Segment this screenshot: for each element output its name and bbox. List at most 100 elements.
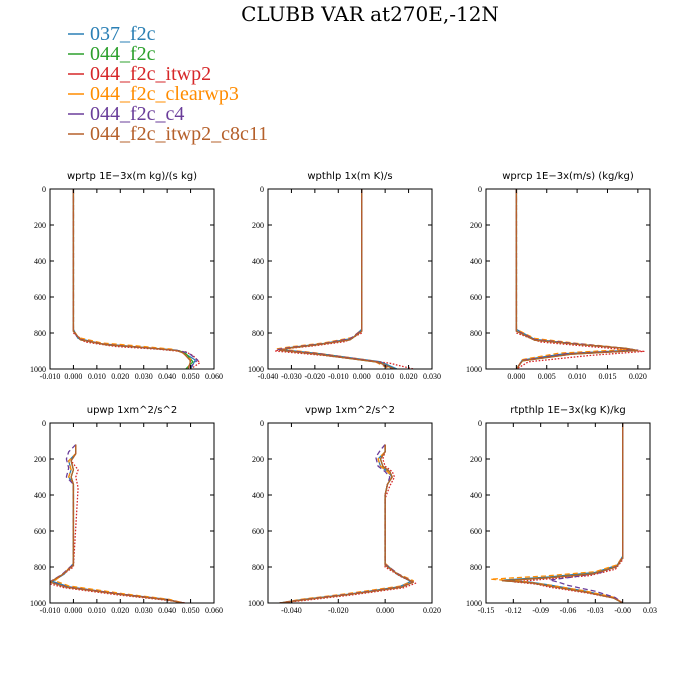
panel-title-2: wprcp 1E−3x(m/s) (kg/kg) [502, 171, 634, 182]
xtick-label: 0.020 [111, 372, 129, 381]
panel-frame-2 [485, 188, 651, 370]
ytick-label: 600 [470, 293, 482, 302]
ytick-label: 400 [470, 491, 482, 500]
xtick-label: 0.020 [423, 606, 441, 615]
xtick-label: 0.050 [182, 606, 200, 615]
panel-title-4: vpwp 1xm^2/s^2 [305, 405, 395, 416]
ytick-label: 600 [470, 527, 482, 536]
panel-lines-3 [50, 444, 186, 603]
panel-title-3: upwp 1xm^2/s^2 [87, 405, 177, 416]
panel-frame-1 [267, 188, 433, 370]
ytick-label: 1000 [30, 599, 46, 608]
series-line-2 [515, 189, 645, 369]
xtick-label: 0.060 [205, 372, 223, 381]
xtick-label: -0.00 [614, 606, 631, 615]
series-line-3 [515, 189, 627, 369]
series-line-1 [515, 189, 639, 369]
xtick-label: 0.030 [423, 372, 441, 381]
series-line-1 [50, 444, 184, 603]
ytick-label: 200 [252, 221, 264, 230]
xtick-label: 0.010 [568, 372, 586, 381]
series-line-5 [279, 444, 414, 603]
ytick-label: 400 [34, 491, 46, 500]
xtick-label: 0.000 [376, 606, 394, 615]
ytick-label: 0 [260, 185, 264, 194]
legend: 037_f2c044_f2c044_f2c_itwp2044_f2c_clear… [68, 23, 268, 145]
ytick-label: 1000 [248, 599, 264, 608]
ytick-label: 800 [470, 329, 482, 338]
ytick-label: 1000 [248, 365, 264, 374]
xtick-label: 0.010 [88, 606, 106, 615]
ytick-label: 1000 [466, 599, 482, 608]
legend-label-1: 044_f2c [90, 43, 156, 65]
xtick-label: 0.040 [158, 606, 176, 615]
ytick-label: 1000 [30, 365, 46, 374]
panel-frame-0 [49, 188, 215, 370]
legend-label-5: 044_f2c_itwp2_c8c11 [90, 123, 268, 145]
series-line-1 [279, 444, 414, 603]
panel-title-0: wprtp 1E−3x(m kg)/(s kg) [67, 171, 197, 182]
panel-frame-3 [49, 422, 215, 604]
ytick-label: 400 [470, 257, 482, 266]
ytick-label: 600 [252, 293, 264, 302]
xtick-label: 0.000 [353, 372, 371, 381]
figure-title: CLUBB VAR at270E,-12N [241, 2, 499, 26]
panel-lines-4 [279, 444, 417, 603]
series-line-0 [279, 444, 412, 603]
xtick-label: 0.030 [135, 372, 153, 381]
ytick-label: 200 [252, 455, 264, 464]
panel-frame-4 [267, 422, 433, 604]
xtick-label: -0.010 [40, 606, 61, 615]
panel-5: rtpthlp 1E−3x(kg K)/kg02004006008001000-… [466, 405, 657, 615]
series-line-2 [274, 189, 414, 369]
legend-label-3: 044_f2c_clearwp3 [90, 83, 239, 105]
ytick-label: 0 [478, 185, 482, 194]
ytick-label: 800 [34, 563, 46, 572]
xtick-label: -0.020 [305, 372, 326, 381]
xtick-label: 0.015 [598, 372, 616, 381]
ytick-label: 400 [34, 257, 46, 266]
series-line-4 [279, 444, 414, 603]
panel-lines-2 [515, 189, 645, 369]
series-line-4 [549, 423, 624, 603]
xtick-label: -0.020 [328, 606, 349, 615]
ytick-label: 800 [470, 563, 482, 572]
series-line-4 [50, 444, 184, 603]
panel-lines-1 [274, 189, 414, 369]
ytick-label: 800 [34, 329, 46, 338]
xtick-label: -0.040 [258, 372, 279, 381]
xtick-label: -0.15 [478, 606, 495, 615]
legend-label-4: 044_f2c_c4 [90, 103, 184, 125]
xtick-label: 0.005 [538, 372, 556, 381]
xtick-label: 0.030 [135, 606, 153, 615]
panel-title-1: wpthlp 1x(m K)/s [307, 171, 392, 182]
xtick-label: 0.000 [64, 606, 82, 615]
ytick-label: 0 [478, 419, 482, 428]
ytick-label: 200 [34, 221, 46, 230]
ytick-label: 600 [34, 527, 46, 536]
series-line-5 [50, 444, 184, 603]
panel-title-5: rtpthlp 1E−3x(kg K)/kg [510, 405, 625, 416]
ytick-label: 800 [252, 329, 264, 338]
ytick-label: 200 [470, 455, 482, 464]
xtick-label: 0.000 [507, 372, 525, 381]
series-line-5 [72, 189, 192, 369]
xtick-label: 0.03 [643, 606, 657, 615]
ytick-label: 600 [252, 527, 264, 536]
ytick-label: 400 [252, 491, 264, 500]
xtick-label: 0.060 [205, 606, 223, 615]
legend-label-2: 044_f2c_itwp2 [90, 63, 211, 85]
panels-group: wprtp 1E−3x(m kg)/(s kg) 0 200 400 600 800 100… [30, 171, 657, 615]
xtick-label: -0.010 [40, 372, 61, 381]
panel-0: wprtp 1E−3x(m kg)/(s kg) 0 200 400 600 800 100… [30, 171, 223, 381]
ytick-label: 0 [42, 419, 46, 428]
series-line-2 [279, 444, 417, 603]
series-line-3 [72, 189, 192, 369]
series-line-5 [501, 423, 624, 603]
series-line-3 [279, 444, 414, 603]
xtick-label: -0.06 [560, 606, 577, 615]
panel-4: vpwp 1xm^2/s^2 0 200 400 600 800 1000 -0.040 -0.… [248, 405, 441, 615]
ytick-label: 800 [252, 563, 264, 572]
